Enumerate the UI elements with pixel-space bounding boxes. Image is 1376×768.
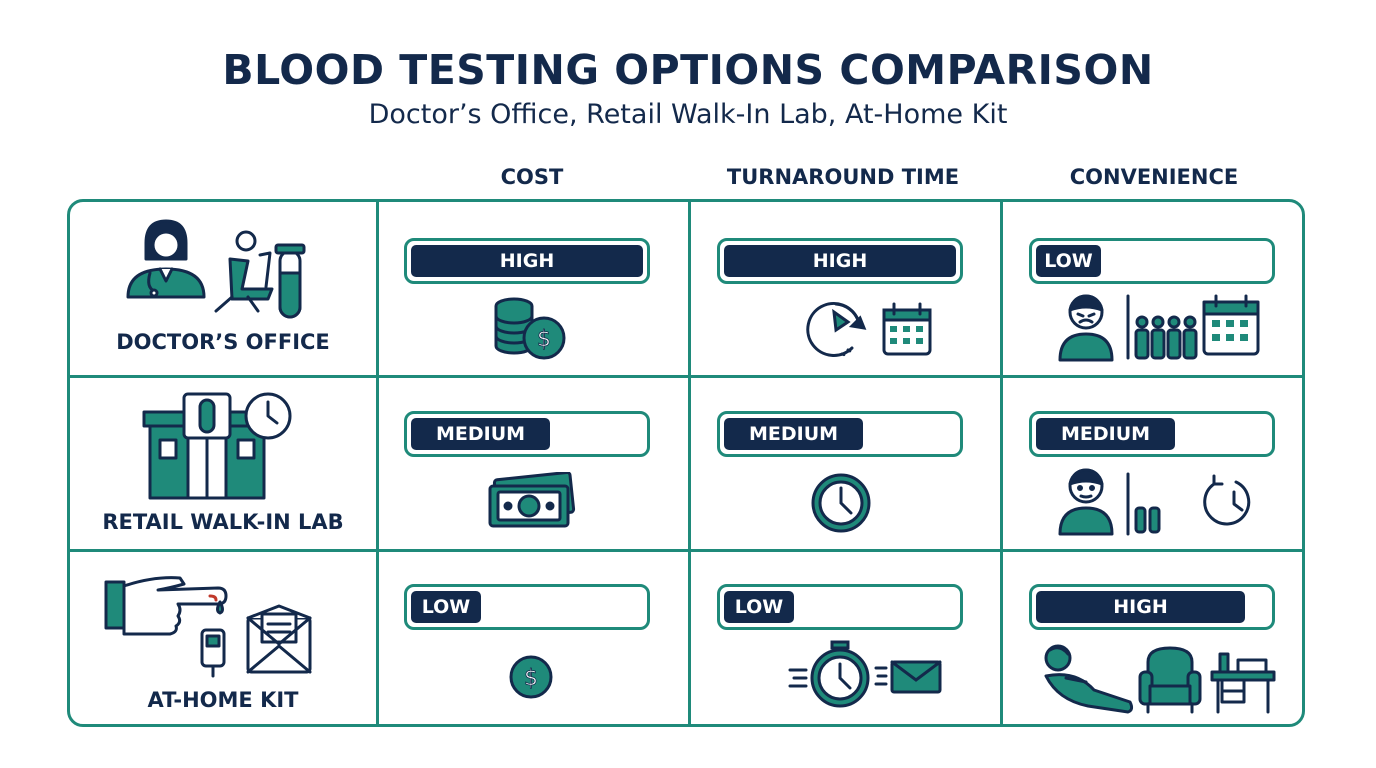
grid-divider xyxy=(70,549,1302,552)
level-bar: LOW xyxy=(1029,238,1275,284)
grid-divider xyxy=(688,202,691,724)
comparison-grid xyxy=(67,199,1305,727)
level-bar: MEDIUM xyxy=(717,411,963,457)
level-bar: MEDIUM xyxy=(1029,411,1275,457)
dollar-coin-icon: $ xyxy=(509,655,553,699)
page-title: BLOOD TESTING OPTIONS COMPARISON xyxy=(222,46,1154,94)
level-bar: MEDIUM xyxy=(404,411,650,457)
column-header-turnaround-time: TURNAROUND TIME xyxy=(726,165,960,189)
frustrated-queue-calendar-icon xyxy=(1058,294,1260,362)
svg-text:$: $ xyxy=(537,327,551,352)
level-bar-fill xyxy=(724,591,794,623)
level-bar-label: MEDIUM xyxy=(435,423,526,445)
level-bar-fill xyxy=(1036,591,1245,623)
at-home-kit-icon xyxy=(104,576,312,678)
row-label-at-home-kit: AT-HOME KIT xyxy=(147,688,299,712)
level-bar-fill xyxy=(724,245,956,277)
level-bar: LOW xyxy=(404,584,650,630)
level-bar: HIGH xyxy=(404,238,650,284)
cash-bills-icon xyxy=(488,472,576,528)
level-bar: HIGH xyxy=(1029,584,1275,630)
level-bar-label: LOW xyxy=(734,596,784,618)
column-header-cost: COST xyxy=(500,165,564,189)
column-header-convenience: CONVENIENCE xyxy=(1069,165,1239,189)
grid-divider xyxy=(376,202,379,724)
level-bar-fill xyxy=(411,418,550,450)
level-bar-label: MEDIUM xyxy=(748,423,839,445)
level-bar-label: LOW xyxy=(1044,250,1093,272)
person-short-wait-icon xyxy=(1058,468,1251,536)
level-bar-fill xyxy=(1036,245,1101,277)
doctor-office-icon xyxy=(126,219,306,319)
stopwatch-mail-icon xyxy=(788,640,942,708)
level-bar-fill xyxy=(411,591,481,623)
level-bar-fill xyxy=(724,418,863,450)
level-bar-label: HIGH xyxy=(812,250,868,272)
relax-chair-desk-icon xyxy=(1044,644,1276,714)
grid-divider xyxy=(1000,202,1003,724)
svg-text:$: $ xyxy=(524,666,538,691)
level-bar: LOW xyxy=(717,584,963,630)
level-bar-label: MEDIUM xyxy=(1060,423,1151,445)
row-label-doctors-office: DOCTOR’S OFFICE xyxy=(116,330,330,354)
grid-divider xyxy=(70,375,1302,378)
clock-icon xyxy=(811,473,871,533)
page-subtitle: Doctor’s Office, Retail Walk-In Lab, At-… xyxy=(368,99,1008,130)
level-bar-label: LOW xyxy=(421,596,471,618)
level-bar: HIGH xyxy=(717,238,963,284)
level-bar-label: HIGH xyxy=(1113,596,1168,618)
clock-calendar-icon xyxy=(806,302,932,357)
coin-stack-icon: $ xyxy=(494,297,566,360)
level-bar-label: HIGH xyxy=(499,250,555,272)
row-label-retail-walk-in-lab: RETAIL WALK-IN LAB xyxy=(102,510,344,534)
level-bar-fill xyxy=(411,245,643,277)
retail-lab-icon xyxy=(142,392,292,500)
level-bar-fill xyxy=(1036,418,1175,450)
